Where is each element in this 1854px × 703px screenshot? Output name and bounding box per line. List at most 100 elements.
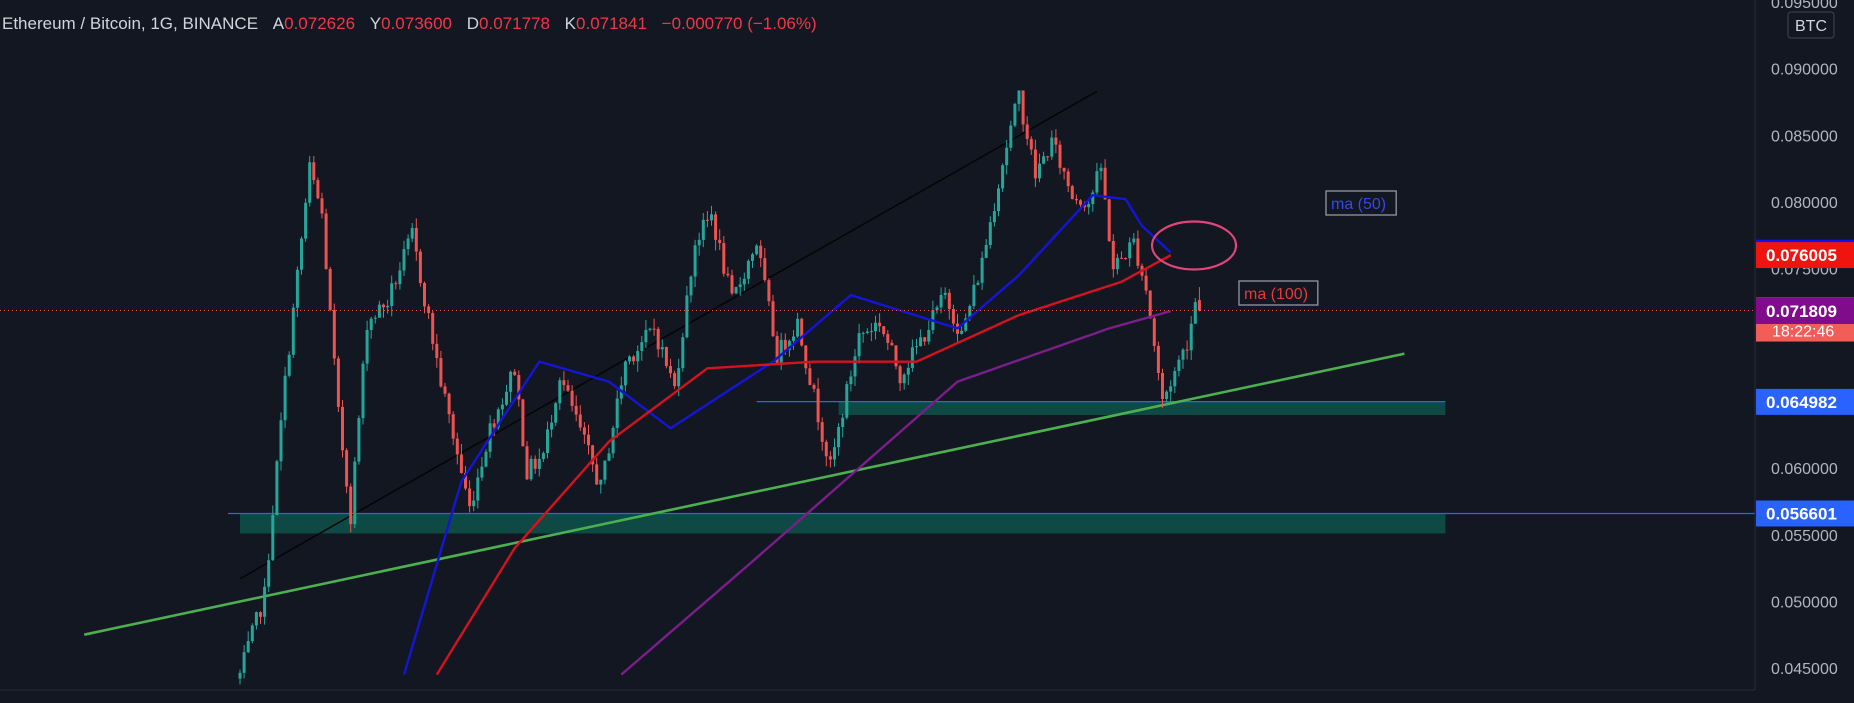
symbol-title: Ethereum / Bitcoin, 1G, BINANCE [2,14,259,33]
candle-body [304,202,308,239]
candle-body [673,373,677,387]
candle-body [656,328,660,350]
candle-body [738,284,742,288]
candle-body [742,278,746,285]
candle-body [246,641,250,653]
candle-body [943,292,947,296]
annotations: ma (50) ma (100) [0,190,1755,312]
price-tick-label: 0.050000 [1771,594,1838,611]
candle-body [697,239,701,246]
symbol-legend: Ethereum / Bitcoin, 1G, BINANCE A0.07262… [2,14,817,34]
candle-body [480,466,484,478]
candle-body [611,427,615,454]
candle-body [771,301,775,337]
candle-body [988,222,992,245]
price-label-value: 0.076005 [1766,246,1837,265]
moving-averages [402,194,1172,676]
candle-body [316,180,320,199]
candle-body [1107,199,1111,241]
candle-body [886,334,890,343]
candle-body [529,458,533,480]
open-label: A [272,14,285,33]
candle-body [345,450,349,487]
candle-body [874,322,877,332]
candle-body [353,461,357,525]
candle-body [1111,240,1115,270]
candle-body [726,273,730,276]
candle-body [349,486,353,525]
candle-body [845,384,849,418]
candle-body [295,269,299,308]
candle-body [328,268,332,311]
price-label-box [1756,500,1854,527]
candle-body [841,417,845,427]
candle-body [906,367,910,375]
candle-body [1009,125,1013,148]
low-label: D [466,14,480,33]
trend-lines [83,90,1405,636]
candle-body [496,409,500,428]
close-value: 0.071841 [576,14,647,33]
candle-body [603,460,607,480]
candle-body [804,345,808,369]
candle-body [915,346,918,348]
price-tick-label: 0.085000 [1771,128,1838,145]
price-label-countdown: 18:22:46 [1772,324,1834,341]
candle-body [853,356,857,377]
candle-body [406,238,410,250]
candle-body [238,672,242,679]
candle-body [1001,165,1005,189]
candle-body [570,390,574,406]
candle-body [275,461,279,516]
candle-body [500,404,504,410]
candle-body [1091,192,1095,205]
candle-body [730,275,734,294]
candle-body [271,515,275,561]
candle-body [1038,163,1041,179]
candle-body [669,366,672,374]
candle-body [439,358,443,387]
candle-body [972,284,976,307]
candle-body [361,363,365,419]
candle-body [1136,238,1140,266]
candle-body [1058,144,1062,168]
currency-label: BTC [1795,18,1827,35]
candle-body [472,500,476,507]
candle-body [939,295,943,308]
candle-body [541,453,545,459]
candle-body [546,429,549,454]
candle-body [722,243,726,274]
candle-body [459,454,463,473]
candle-body [1074,199,1078,201]
candle-body [1152,318,1156,346]
highlight-ellipse [1150,220,1238,271]
support-trendline [83,352,1405,636]
ma50-label-box [1325,190,1397,216]
candle-body [1005,147,1009,166]
candle-body [837,426,841,448]
candle-body [828,456,832,460]
candle-body [792,336,795,341]
candle-body [898,366,902,384]
candle-body [718,239,722,244]
candle-body [484,451,488,467]
candle-body [1197,300,1201,311]
candle-body [1161,372,1164,400]
candle-body [984,244,988,258]
candle-body [1128,242,1132,259]
ma200-line [620,309,1172,676]
candle-body [357,418,361,462]
candle-body [681,337,685,369]
candle-body [373,317,377,319]
candle-body [652,328,656,330]
price-tick-label: 0.060000 [1771,461,1838,478]
candle-body [894,345,898,367]
candle-body [254,612,258,626]
candle-body [1177,359,1181,372]
candle-body [587,434,590,446]
candle-body [414,227,418,252]
candle-body [1017,90,1021,104]
